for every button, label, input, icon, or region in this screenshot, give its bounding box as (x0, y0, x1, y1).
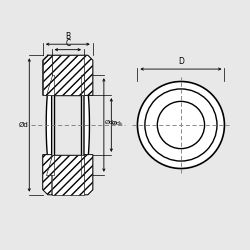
Polygon shape (43, 56, 93, 194)
Text: Ødₖ: Ødₖ (112, 121, 124, 126)
Polygon shape (84, 56, 93, 95)
Text: B: B (65, 32, 70, 41)
Text: C: C (65, 39, 70, 48)
Polygon shape (82, 75, 84, 95)
Polygon shape (46, 75, 90, 175)
Polygon shape (46, 75, 54, 95)
Polygon shape (52, 155, 84, 194)
Polygon shape (84, 155, 93, 194)
Polygon shape (43, 155, 52, 194)
Text: Ød: Ød (18, 122, 28, 128)
Text: Ød₁: Ød₁ (104, 120, 116, 125)
Polygon shape (54, 95, 82, 155)
Polygon shape (82, 155, 84, 175)
Polygon shape (43, 56, 52, 95)
Circle shape (138, 82, 224, 168)
Polygon shape (46, 155, 54, 175)
Polygon shape (52, 56, 84, 95)
Text: D: D (178, 57, 184, 66)
